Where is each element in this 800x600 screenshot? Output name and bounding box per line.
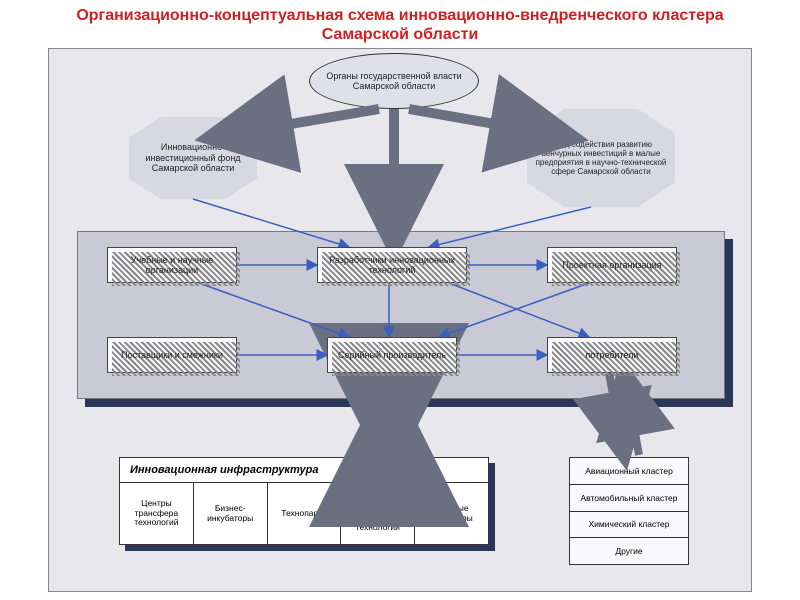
cluster-table: Авиационный кластерАвтомобильный кластер… bbox=[569, 457, 689, 565]
node-gov: Органы государственной власти Самарской … bbox=[309, 53, 479, 109]
infra-cell: Частные инвесторы bbox=[415, 483, 488, 544]
node-cons: потребители bbox=[547, 337, 677, 373]
node-supp: Поставщики и смежники bbox=[107, 337, 237, 373]
infra-table: Инновационная инфраструктура Центры тран… bbox=[119, 457, 489, 545]
node-edu: Учебные и научные организации bbox=[107, 247, 237, 283]
infra-cells: Центры трансфера технологийБизнес-инкуба… bbox=[120, 483, 488, 544]
infra-cell: Центры трансфера технологий bbox=[120, 483, 194, 544]
cluster-cell: Другие bbox=[570, 538, 688, 564]
cluster-cell: Авиационный кластер bbox=[570, 458, 688, 485]
infra-cell: Офисы коммерциа-лизации технологий bbox=[341, 483, 415, 544]
node-proj: Проектная организация bbox=[547, 247, 677, 283]
infra-cell: Технопарки bbox=[268, 483, 342, 544]
node-dev: Разработчики инновационных технологий bbox=[317, 247, 467, 283]
node-serial: Серийный производитель bbox=[327, 337, 457, 373]
infra-cell: Бизнес-инкубаторы bbox=[194, 483, 268, 544]
cluster-cell: Автомобильный кластер bbox=[570, 485, 688, 512]
node-fund-right: Фонд содействия развитию венчурных инвес… bbox=[527, 109, 675, 207]
node-fund-left: Инновационно-инвестиционный фонд Самарск… bbox=[129, 117, 257, 199]
diagram-canvas: Органы государственной власти Самарской … bbox=[48, 48, 752, 592]
infra-title: Инновационная инфраструктура bbox=[120, 458, 488, 483]
page-title: Организационно-концептуальная схема инно… bbox=[0, 0, 800, 46]
cluster-cell: Химический кластер bbox=[570, 512, 688, 539]
